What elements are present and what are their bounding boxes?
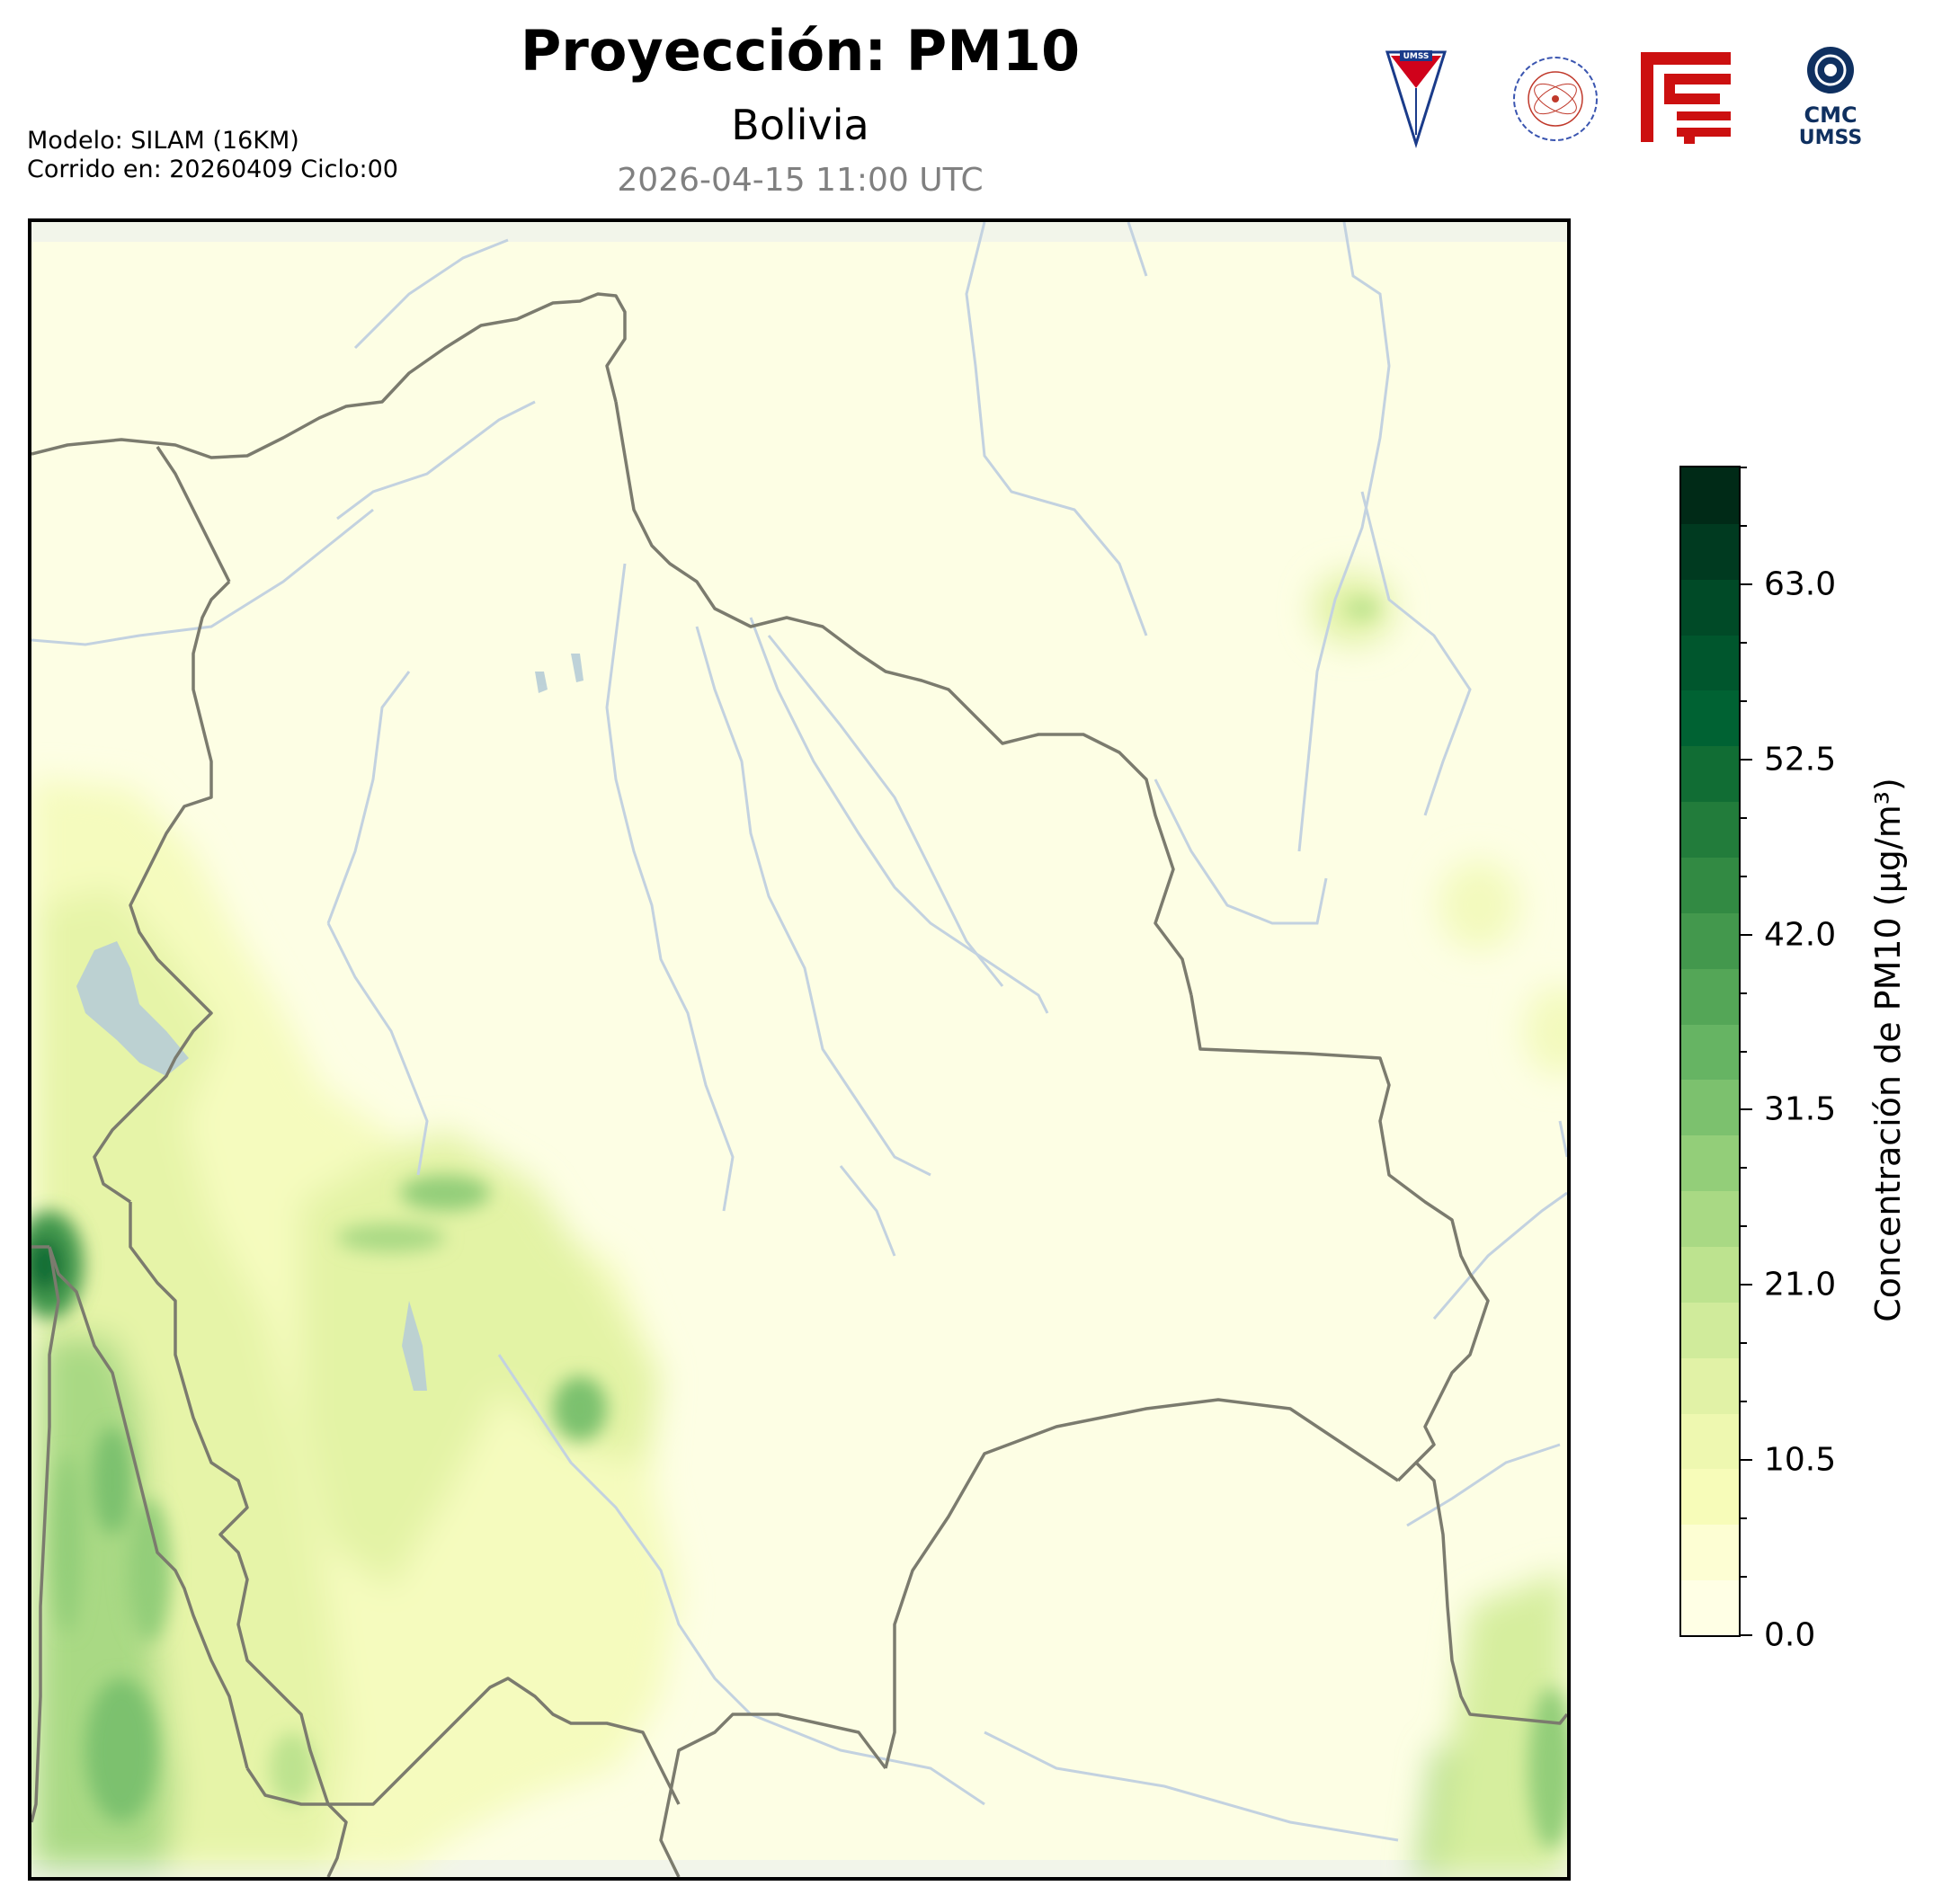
colorbar-segment — [1681, 634, 1739, 691]
colorbar-tick-label: 63.0 — [1764, 565, 1837, 603]
colorbar-tick-label: 31.5 — [1764, 1090, 1837, 1128]
colorbar-segment — [1681, 1301, 1739, 1358]
colorbar-minor-tick — [1741, 1401, 1747, 1403]
colorbar-segment — [1681, 522, 1739, 580]
umss-logo: UMSS — [1385, 50, 1448, 149]
colorbar-segment — [1681, 1412, 1739, 1470]
cmc-umss-logo: CMC UMSS — [1799, 47, 1862, 149]
colorbar-major-tick — [1741, 1108, 1752, 1111]
colorbar-segment — [1681, 745, 1739, 803]
colorbar-segment — [1681, 1579, 1739, 1635]
colorbar-major-tick — [1741, 933, 1752, 936]
colorbar-minor-tick — [1741, 1225, 1747, 1228]
country-borders — [31, 292, 1567, 1877]
colorbar-major-tick — [1741, 1459, 1752, 1462]
colorbar-segment — [1681, 1134, 1739, 1192]
pm10-map — [31, 222, 1567, 1877]
colorbar-tick-label: 42.0 — [1764, 916, 1837, 954]
colorbar-segment — [1681, 801, 1739, 858]
page-subtitle: Bolivia — [731, 101, 869, 149]
colorbar-major-tick — [1741, 583, 1752, 585]
colorbar-minor-tick — [1741, 992, 1747, 994]
model-line: Modelo: SILAM (16KM) — [27, 127, 299, 155]
departamento-fisica-logo — [1513, 57, 1598, 141]
colorbar-minor-tick — [1741, 699, 1747, 702]
colorbar-segment — [1681, 467, 1739, 524]
colorbar-minor-tick — [1741, 524, 1747, 527]
colorbar-segment — [1681, 1246, 1739, 1303]
map-panel — [28, 218, 1571, 1881]
colorbar-minor-tick — [1741, 816, 1747, 819]
page-title: Proyección: PM10 — [520, 18, 1081, 84]
colorbar-minor-tick — [1741, 1167, 1747, 1170]
colorbar-segment — [1681, 912, 1739, 969]
colorbar-minor-tick — [1741, 467, 1747, 468]
colorbar-tick-label: 52.5 — [1764, 741, 1837, 779]
colorbar-tick-label: 0.0 — [1764, 1616, 1816, 1654]
colorbar-segment — [1681, 967, 1739, 1025]
colorbar-minor-tick — [1741, 1342, 1747, 1345]
colorbar-segment — [1681, 1079, 1739, 1136]
colorbar-minor-tick — [1741, 1576, 1747, 1579]
run-line: Corrido en: 20260409 Ciclo:00 — [27, 156, 398, 183]
colorbar-segment — [1681, 1524, 1739, 1581]
logo-strip: UMSS CMC UMSS — [1380, 45, 1884, 153]
colorbar-major-tick — [1741, 1284, 1752, 1286]
colorbar-label: Concentración de PM10 (μg/m³) — [1868, 778, 1908, 1322]
forecast-timestamp: 2026-04-15 11:00 UTC — [617, 162, 984, 199]
red-institution-logo — [1641, 52, 1731, 144]
colorbar-minor-tick — [1741, 1517, 1747, 1520]
colorbar-segment — [1681, 690, 1739, 747]
colorbar-tick-label: 10.5 — [1764, 1441, 1837, 1479]
colorbar-segment — [1681, 1023, 1739, 1081]
colorbar-minor-tick — [1741, 875, 1747, 877]
model-info: Modelo: SILAM (16KM) Corrido en: 2026040… — [27, 127, 398, 184]
colorbar-major-tick — [1741, 758, 1752, 761]
rivers — [31, 222, 1567, 1842]
umss-text: UMSS — [1799, 127, 1862, 149]
colorbar-minor-tick — [1741, 1050, 1747, 1053]
colorbar — [1679, 466, 1741, 1637]
colorbar-segment — [1681, 1357, 1739, 1414]
colorbar-major-tick — [1741, 1634, 1752, 1636]
colorbar-segment — [1681, 1190, 1739, 1247]
cmc-text: CMC — [1804, 102, 1857, 128]
colorbar-segment — [1681, 578, 1739, 636]
umss-logo-text: UMSS — [1403, 52, 1430, 61]
colorbar-segment — [1681, 1468, 1739, 1526]
colorbar-segment — [1681, 857, 1739, 913]
colorbar-minor-tick — [1741, 641, 1747, 644]
lakes — [76, 654, 583, 1391]
colorbar-tick-label: 21.0 — [1764, 1266, 1837, 1303]
